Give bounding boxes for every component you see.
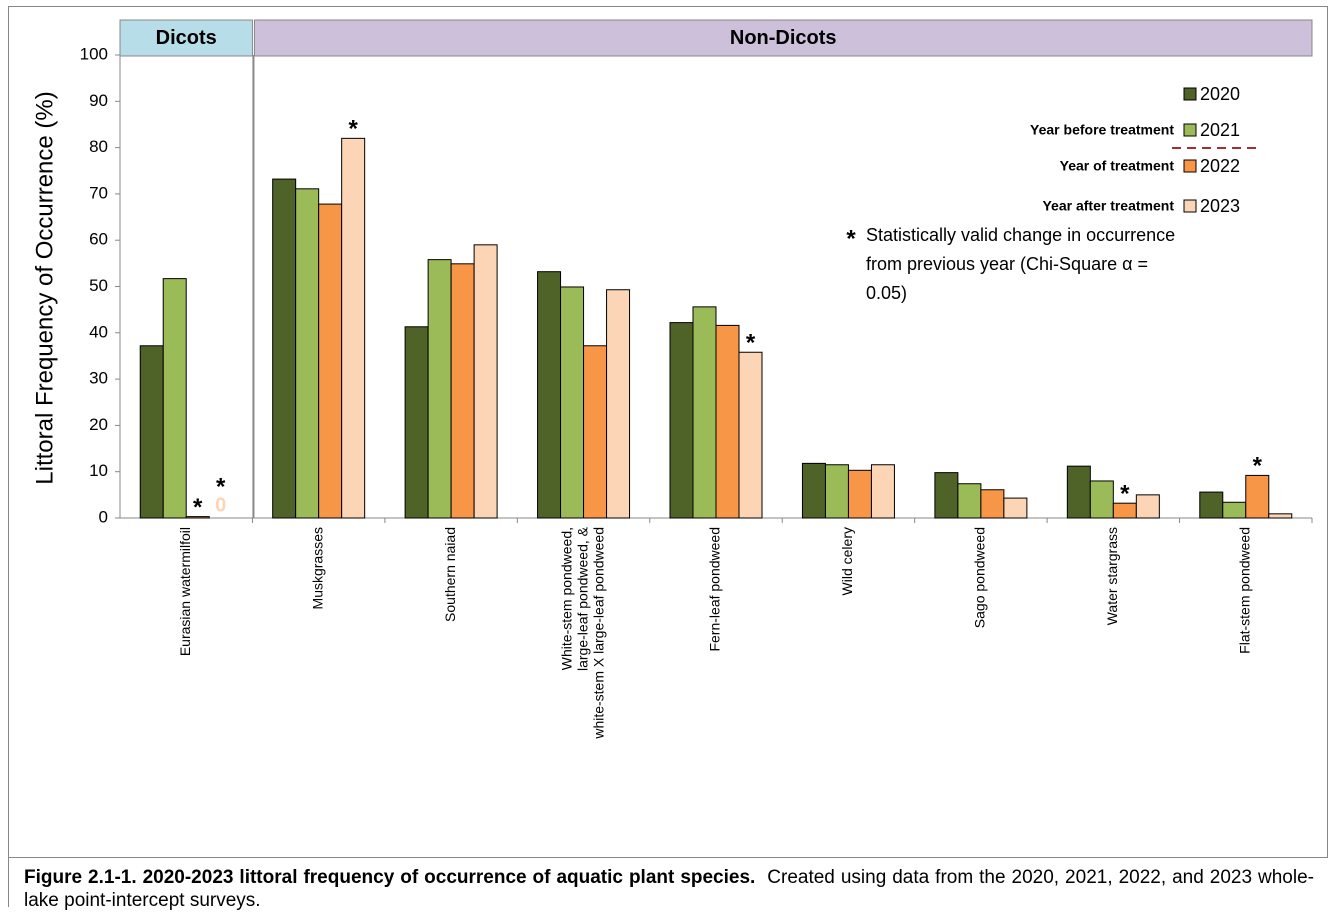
bar xyxy=(692,306,717,519)
significance-flag: * xyxy=(193,494,203,521)
group-label: Non-Dicots xyxy=(730,27,837,49)
bar xyxy=(870,464,895,519)
y-tick-label: 50 xyxy=(89,276,108,295)
group-header xyxy=(253,19,1313,57)
bar xyxy=(847,469,872,519)
y-tick-label: 20 xyxy=(89,415,108,434)
bar xyxy=(272,178,297,519)
bar xyxy=(1268,513,1293,519)
bar xyxy=(450,263,475,519)
significance-flag: * xyxy=(1253,453,1263,480)
group-label: Dicots xyxy=(156,27,217,49)
y-tick-label: 80 xyxy=(89,137,108,156)
y-tick-label: 70 xyxy=(89,183,108,202)
legend-label: 2020 xyxy=(1200,84,1240,104)
bar xyxy=(1135,494,1160,519)
bar xyxy=(295,188,320,519)
bar xyxy=(162,278,187,519)
bar xyxy=(606,289,631,519)
bar xyxy=(473,244,498,519)
x-tick-label: Water stargrass xyxy=(1104,527,1120,625)
bar xyxy=(1066,465,1091,519)
bar xyxy=(957,483,982,519)
y-tick-label: 100 xyxy=(80,44,108,63)
legend-label: 2023 xyxy=(1200,196,1240,216)
bar xyxy=(715,324,740,519)
note-text: Statistically valid change in occurrence xyxy=(866,225,1175,245)
bar xyxy=(1089,480,1114,519)
x-tick-label: Eurasian watermilfoil xyxy=(177,527,193,656)
legend-swatch xyxy=(1183,159,1197,173)
note-text: from previous year (Chi-Square α = xyxy=(866,254,1148,274)
y-tick-label: 30 xyxy=(89,369,108,388)
y-tick-label: 10 xyxy=(89,461,108,480)
note-symbol: * xyxy=(846,225,856,252)
x-tick-label: Fern-leaf pondweed xyxy=(707,527,723,652)
legend-swatch xyxy=(1183,123,1197,137)
bar xyxy=(1245,474,1270,519)
x-tick-label: Southern naiad xyxy=(442,527,458,622)
bar xyxy=(404,326,429,519)
bar xyxy=(1003,497,1028,519)
zero-label: 0 xyxy=(215,494,226,516)
y-axis-title: Littoral Frequency of Occurrence (%) xyxy=(31,91,58,484)
bar xyxy=(738,351,763,519)
y-tick-label: 40 xyxy=(89,322,108,341)
chart-frame xyxy=(8,6,1328,858)
significance-flag: * xyxy=(216,473,226,500)
caption-label: Figure 2.1-1. 2020-2023 littoral frequen… xyxy=(24,867,756,888)
significance-flag: * xyxy=(348,116,358,143)
note-text: 0.05) xyxy=(866,283,907,303)
x-tick-label: Sago pondweed xyxy=(972,527,988,628)
legend-label: 2021 xyxy=(1200,120,1240,140)
legend-note: Year of treatment xyxy=(1060,158,1175,174)
significance-flag: * xyxy=(746,330,756,357)
x-tick-label: Wild celery xyxy=(839,527,855,595)
bar xyxy=(318,203,343,519)
legend-note: Year before treatment xyxy=(1030,122,1174,138)
caption-text: Created using data from the 2020, 2021, … xyxy=(24,867,1314,911)
y-tick-label: 60 xyxy=(89,230,108,249)
group-header xyxy=(119,19,253,57)
bar xyxy=(583,345,608,519)
bar xyxy=(185,516,210,519)
legend-swatch xyxy=(1183,199,1197,213)
legend-swatch xyxy=(1183,87,1197,101)
y-tick-label: 0 xyxy=(99,507,108,526)
bar xyxy=(824,464,849,519)
legend-label: 2022 xyxy=(1200,156,1240,176)
bar xyxy=(801,462,826,519)
x-tick-label: White-stem pondweed,large-leaf pondweed,… xyxy=(558,526,606,739)
y-tick-label: 90 xyxy=(89,91,108,110)
bar xyxy=(934,472,959,519)
bar xyxy=(537,271,562,519)
bar xyxy=(1199,491,1224,519)
x-tick-label: Muskgrasses xyxy=(309,527,325,609)
significance-flag: * xyxy=(1120,481,1130,508)
bar xyxy=(980,489,1005,519)
bar xyxy=(341,137,366,519)
caption: Figure 2.1-1. 2020-2023 littoral frequen… xyxy=(24,866,1314,912)
bar xyxy=(427,259,452,519)
bar xyxy=(139,345,164,519)
bar xyxy=(1222,501,1247,519)
legend-note: Year after treatment xyxy=(1042,198,1174,214)
bar xyxy=(669,322,694,519)
x-tick-label: Flat-stem pondweed xyxy=(1236,527,1252,654)
bar xyxy=(560,286,585,519)
